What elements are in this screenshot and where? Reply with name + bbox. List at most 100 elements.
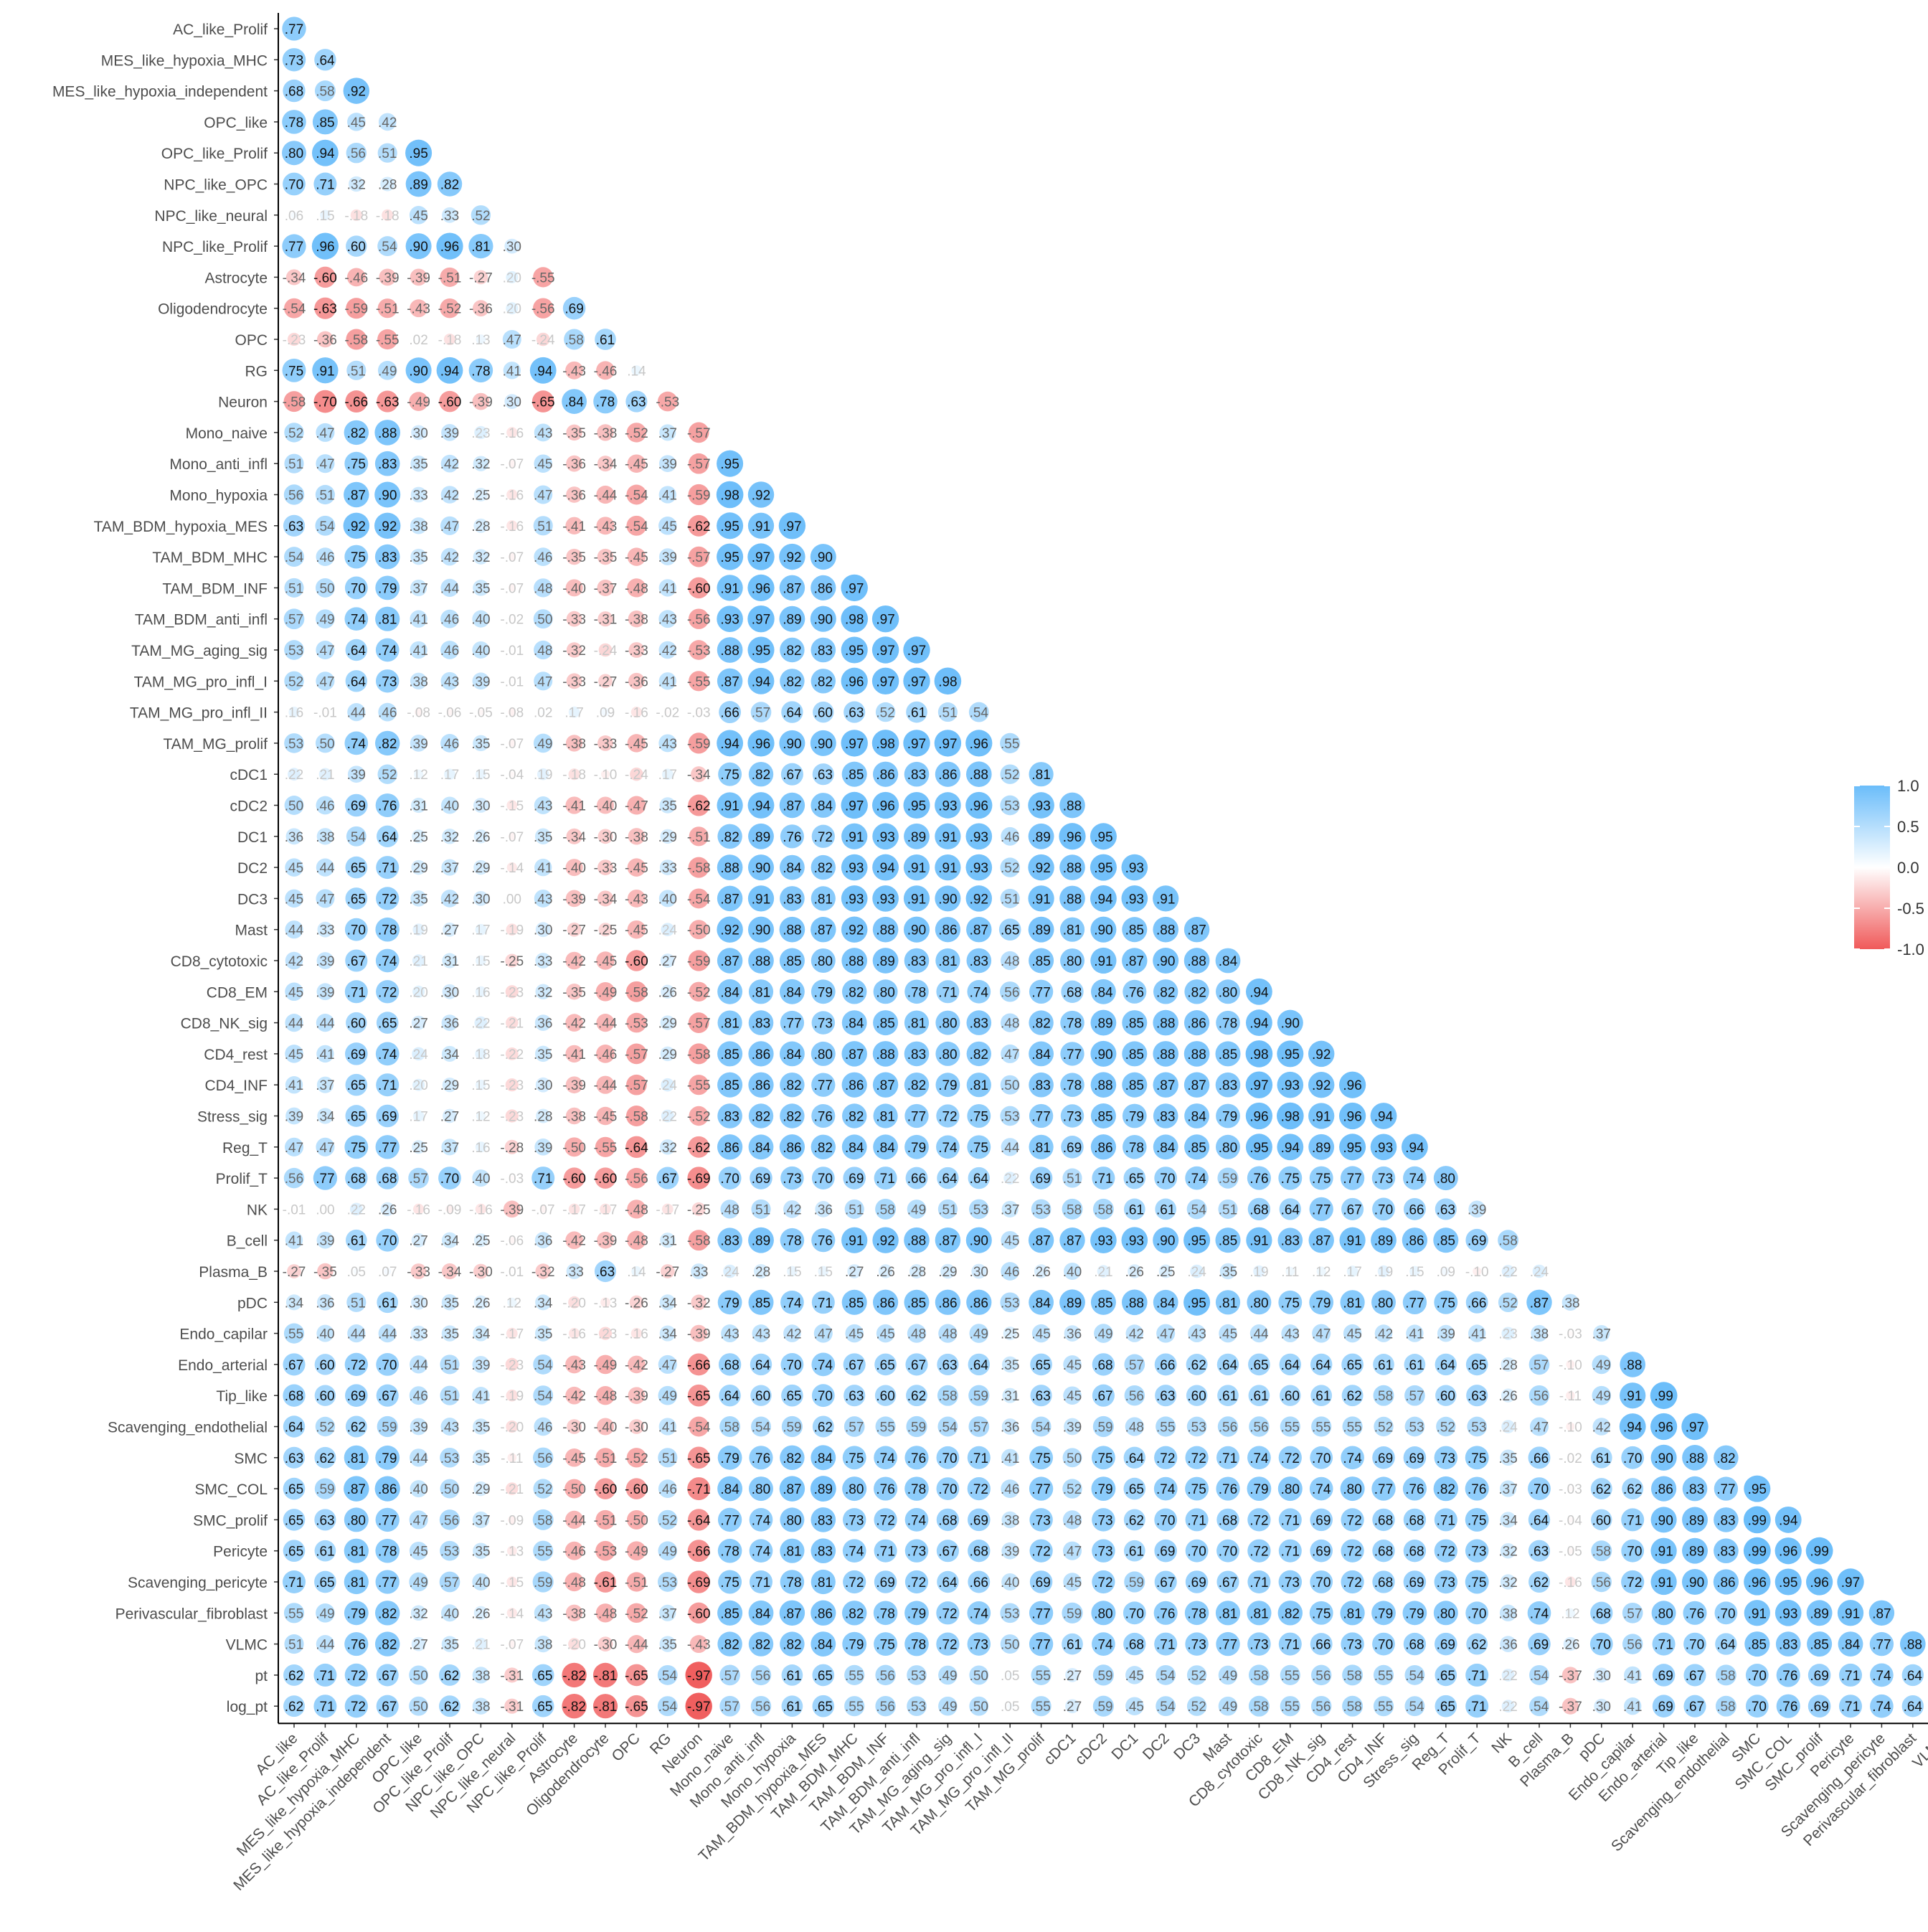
cell-value: .34 <box>658 1327 678 1342</box>
cell-value: -.08 <box>500 706 524 721</box>
cell-value: .72 <box>1281 1451 1300 1466</box>
cell-value: .70 <box>1716 1606 1735 1621</box>
cell-value: .88 <box>1063 861 1082 876</box>
cell-value: .71 <box>1437 1513 1455 1528</box>
cell-value: .24 <box>658 1078 678 1093</box>
cell-value: .00 <box>503 892 521 907</box>
cell-value: .85 <box>720 1606 739 1621</box>
cell-value: .36 <box>1063 1327 1082 1342</box>
cell-value: -.59 <box>687 737 711 752</box>
cell-circle <box>472 641 490 659</box>
cell-value: .46 <box>1001 1265 1019 1280</box>
cell-value: .65 <box>285 1513 303 1528</box>
cell-value: -.60 <box>313 270 337 286</box>
cell-value: .47 <box>316 644 334 659</box>
cell-value: .16 <box>285 706 303 721</box>
cell-value: .87 <box>1530 1296 1549 1311</box>
cell-circle <box>565 517 583 534</box>
cell-value: .96 <box>970 799 988 814</box>
cell-value: -.69 <box>687 1575 711 1591</box>
cell-value: -.35 <box>562 985 586 1000</box>
cell-value: .77 <box>1031 1606 1050 1621</box>
cell-value: .88 <box>876 923 894 938</box>
cell-value: -.17 <box>562 1202 586 1217</box>
cell-value: .75 <box>720 768 739 783</box>
cell-value: .81 <box>876 1110 894 1125</box>
cell-value: .66 <box>970 1575 988 1591</box>
y-label-opc: OPC <box>235 332 268 349</box>
cell-value: .71 <box>1249 1575 1268 1591</box>
y-label-dc1: DC1 <box>237 829 268 846</box>
cell-circle <box>375 606 400 631</box>
cell-value: .56 <box>1249 1420 1268 1436</box>
cell-value: .85 <box>876 1017 894 1032</box>
cell-value: .69 <box>1312 1545 1331 1560</box>
cell-value: -.52 <box>438 302 462 317</box>
cell-value: .62 <box>1530 1575 1549 1591</box>
cell-value: .73 <box>1094 1513 1112 1528</box>
cell-value: .80 <box>285 146 303 161</box>
cell-value: .59 <box>378 1420 397 1436</box>
cell-value: .28 <box>471 519 490 534</box>
cell-value: .65 <box>285 1545 303 1560</box>
cell-value: .57 <box>1623 1606 1642 1621</box>
cell-circle <box>533 609 553 629</box>
cell-value: .22 <box>285 768 303 783</box>
cell-circle <box>283 391 305 413</box>
cell-value: .97 <box>845 737 864 752</box>
cell-value: .61 <box>1405 1358 1424 1373</box>
cell-value: .86 <box>1187 1017 1206 1032</box>
cell-value: .26 <box>1031 1265 1050 1280</box>
cell-circle <box>442 207 458 223</box>
cell-circle <box>409 206 428 225</box>
cell-value: .80 <box>1063 954 1082 969</box>
cell-value: .68 <box>970 1545 988 1560</box>
cell-value: .98 <box>845 613 864 628</box>
cell-circle <box>468 358 493 383</box>
cell-value: .45 <box>1343 1327 1361 1342</box>
cell-value: .36 <box>534 1234 552 1249</box>
cell-value: .91 <box>720 581 739 596</box>
cell-value: .42 <box>1374 1327 1393 1342</box>
cell-value: .95 <box>1343 1141 1361 1156</box>
cell-value: .65 <box>814 1700 833 1715</box>
cell-value: .56 <box>285 489 303 504</box>
y-label-pt: pt <box>255 1668 268 1684</box>
cell-value: .53 <box>1001 1606 1019 1621</box>
cell-value: .49 <box>1592 1358 1611 1373</box>
cell-value: -.59 <box>687 954 711 969</box>
cell-value: -.30 <box>469 1265 493 1280</box>
cell-value: .96 <box>1249 1110 1268 1125</box>
cell-circle <box>377 143 397 163</box>
cell-value: .88 <box>1125 1296 1144 1311</box>
cell-value: .63 <box>596 1265 615 1280</box>
cell-value: .92 <box>783 550 801 565</box>
cell-value: -.46 <box>562 1545 586 1560</box>
cell-value: .84 <box>720 1482 739 1497</box>
cell-circle <box>903 636 930 664</box>
cell-value: .63 <box>627 395 646 410</box>
cell-value: .78 <box>285 116 303 131</box>
cell-circle <box>311 139 339 166</box>
cell-value: .82 <box>845 1110 864 1125</box>
cell-value: .52 <box>1437 1420 1455 1436</box>
cell-value: .72 <box>876 1513 894 1528</box>
cell-value: .82 <box>1716 1451 1735 1466</box>
cell-circle <box>375 575 400 600</box>
cell-value: .75 <box>1468 1513 1486 1528</box>
cell-value: .13 <box>471 333 490 348</box>
cell-circle <box>779 575 805 601</box>
cell-circle <box>597 548 614 565</box>
cell-value: .69 <box>1654 1700 1673 1715</box>
cell-value: .30 <box>409 426 427 441</box>
cell-value: .90 <box>970 1234 988 1249</box>
cell-value: .72 <box>938 1606 957 1621</box>
cell-value: -.35 <box>562 550 586 565</box>
cell-circle <box>284 298 304 319</box>
cell-value: .96 <box>1654 1420 1673 1436</box>
cell-value: .83 <box>378 457 397 472</box>
cell-value: .31 <box>440 954 459 969</box>
cell-circle <box>315 484 335 505</box>
cell-circle <box>627 547 646 566</box>
